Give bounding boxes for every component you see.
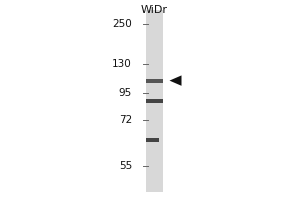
Text: 95: 95 (119, 88, 132, 98)
Polygon shape (169, 75, 181, 86)
Text: 55: 55 (119, 161, 132, 171)
Bar (146, 99, 163, 103)
Text: 72: 72 (119, 115, 132, 125)
Text: WiDr: WiDr (141, 5, 168, 15)
Bar (146, 10, 163, 192)
Bar (146, 138, 160, 142)
Text: 250: 250 (112, 19, 132, 29)
Text: 130: 130 (112, 59, 132, 69)
Bar (146, 79, 163, 83)
